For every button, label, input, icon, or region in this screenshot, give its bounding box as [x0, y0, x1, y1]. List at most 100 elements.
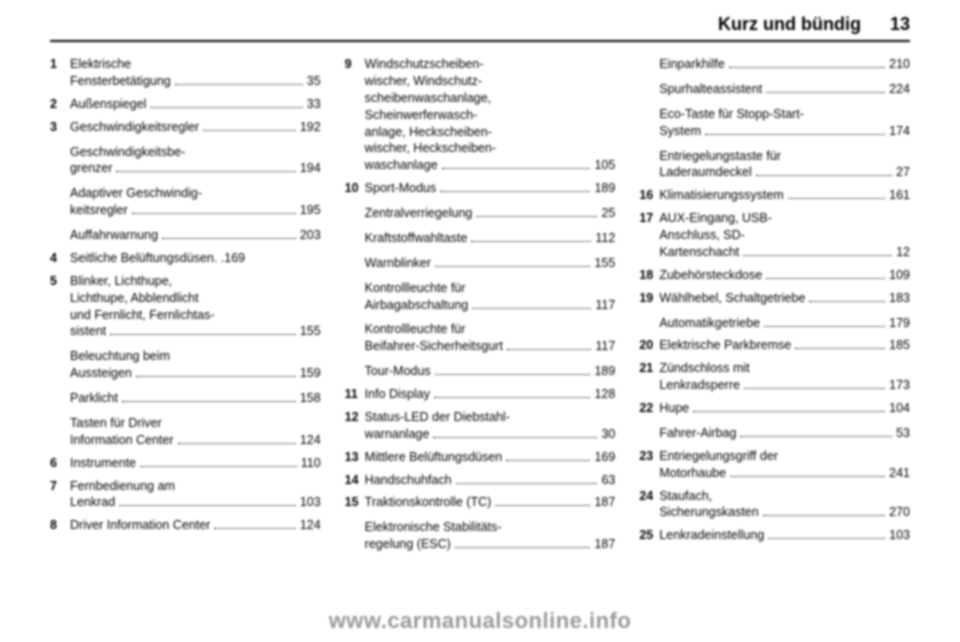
index-line: grenzer194 [70, 160, 321, 177]
page-number: 13 [890, 14, 910, 34]
index-label: Lenkrad [70, 494, 115, 511]
watermark: www.carmanualsonline.info [0, 608, 960, 634]
index-entry: 1ElektrischeFensterbetätigung35 [50, 56, 321, 90]
index-label: Kraftstoffwahltaste [365, 230, 468, 247]
index-label: Fahrer-Airbag [659, 425, 736, 442]
dot-leader [809, 301, 885, 302]
index-label: System [659, 123, 701, 140]
index-line: keitsregler195 [70, 202, 321, 219]
dot-leader [730, 476, 885, 477]
index-entry: 19Wählhebel, Schaltgetriebe183Automatikg… [639, 290, 910, 332]
index-number: 12 [345, 409, 365, 426]
index-label: Seitliche Belüftungsdüsen [70, 250, 214, 267]
index-label-line: anlage, Heckscheiben- [365, 124, 616, 141]
index-entry: 22Hupe104Fahrer-Airbag53 [639, 400, 910, 442]
index-page-ref: 103 [300, 494, 321, 511]
index-page-ref: 185 [889, 337, 910, 354]
index-label-line: Anschluss, SD- [659, 227, 910, 244]
index-page-ref: 33 [307, 96, 321, 113]
dot-leader [495, 505, 590, 506]
index-page-ref: 169 [594, 449, 615, 466]
index-page-ref: 161 [889, 187, 910, 204]
index-label-line: und Fernlicht, Fernlichtas- [70, 307, 321, 324]
index-number: 22 [639, 400, 659, 417]
dot-leader [175, 84, 303, 85]
index-column: 9Windschutzscheiben-wischer, Windschutz-… [345, 56, 616, 584]
chapter-title: Kurz und bündig [718, 14, 861, 34]
index-line: Mittlere Belüftungsdüsen169 [365, 449, 616, 466]
dot-leader [507, 349, 591, 350]
index-page-ref: 124 [300, 517, 321, 534]
index-page-ref: 270 [889, 504, 910, 521]
dot-leader [795, 348, 885, 349]
index-entry: Einparkhilfe210 Spurhalteassistent224 Eco-… [639, 56, 910, 181]
index-label: Einparkhilfe [659, 56, 724, 73]
index-page-ref: 224 [889, 81, 910, 98]
index-line: Fensterbetätigung 35 [70, 73, 321, 90]
index-subentry: Automatikgetriebe179 [659, 315, 910, 332]
index-label: Fensterbetätigung [70, 73, 171, 90]
index-line: Elektrische Parkbremse 185 [659, 337, 910, 354]
index-line: Airbagabschaltung117 [365, 297, 616, 314]
index-label: Information Center [70, 432, 174, 449]
index-entry: 10Sport-Modus189Zentralverriegelung25Kra… [345, 180, 616, 380]
index-line: Traktionskontrolle (TC)187 [365, 494, 616, 511]
dot-leader [440, 191, 590, 192]
page-header: Kurz und bündig 13 [718, 14, 910, 35]
index-label: Geschwindigkeitsregler [70, 119, 199, 136]
dot-leader [434, 397, 591, 398]
dot-leader [788, 198, 885, 199]
index-line: regelung (ESC)187 [365, 536, 616, 553]
index-page-ref: 155 [594, 255, 615, 272]
index-line: Lenkradeinstellung103 [659, 527, 910, 544]
index-page-ref: 35 [307, 73, 321, 90]
index-line: Aussteigen159 [70, 365, 321, 382]
index-number: 6 [50, 455, 70, 472]
index-number: 23 [639, 448, 659, 465]
index-subentry: Eco-Taste für Stopp-Start-System174 [659, 106, 910, 140]
dot-leader [768, 538, 885, 539]
index-entry: 15Traktionskontrolle (TC)187Elektronisch… [345, 494, 616, 553]
index-subentry: Spurhalteassistent224 [659, 81, 910, 98]
index-columns: 1ElektrischeFensterbetätigung352Außenspi… [50, 56, 910, 584]
index-label-line: Kontrollleuchte für [365, 280, 616, 297]
index-page-ref: 173 [889, 377, 910, 394]
index-line: Einparkhilfe210 [659, 56, 910, 73]
index-page-ref: 128 [594, 386, 615, 403]
index-line: waschanlage105 [365, 157, 616, 174]
index-line: Lenkradsperre173 [659, 377, 910, 394]
index-page-ref: 203 [300, 227, 321, 244]
index-subentry: Geschwindigkeitsbe-grenzer194 [70, 144, 321, 178]
index-label: grenzer [70, 160, 112, 177]
index-label: Airbagabschaltung [365, 297, 469, 314]
index-page-ref: 179 [889, 315, 910, 332]
index-label: Zubehörsteckdose [659, 267, 762, 284]
index-number: 14 [345, 472, 365, 489]
index-entry: 24Staufach,Sicherungskasten270 [639, 488, 910, 522]
index-number: 20 [639, 337, 659, 354]
index-label: Sicherungskasten [659, 504, 758, 521]
index-entry: 6Instrumente110 [50, 455, 321, 472]
index-page-ref: 183 [889, 290, 910, 307]
index-entry: 11Info Display128 [345, 386, 616, 403]
index-entry: 21Zündschloss mitLenkradsperre173 [639, 360, 910, 394]
dot-leader [203, 130, 296, 131]
index-number: 1 [50, 56, 70, 73]
index-number: 21 [639, 360, 659, 377]
index-page-ref: 117 [595, 338, 615, 355]
index-label: Info Display [365, 386, 430, 403]
index-label-line: Status-LED der Diebstahl- [365, 409, 616, 426]
index-label: Elektrische Parkbremse [659, 337, 791, 354]
index-line: Automatikgetriebe179 [659, 315, 910, 332]
dot-leader [763, 515, 885, 516]
index-line: Seitliche Belüftungsdüsen . . 169 [70, 250, 321, 267]
index-line: Laderaumdeckel27 [659, 164, 910, 181]
dot-leader [476, 216, 597, 217]
index-page-ref: 189 [594, 180, 615, 197]
dot-leader [136, 376, 296, 377]
index-column: 1ElektrischeFensterbetätigung352Außenspi… [50, 56, 321, 584]
index-line: Kraftstoffwahltaste112 [365, 230, 616, 247]
index-page-ref: 103 [889, 527, 910, 544]
index-line: Zentralverriegelung25 [365, 205, 616, 222]
index-label-line: Scheinwerferwasch- [365, 107, 616, 124]
